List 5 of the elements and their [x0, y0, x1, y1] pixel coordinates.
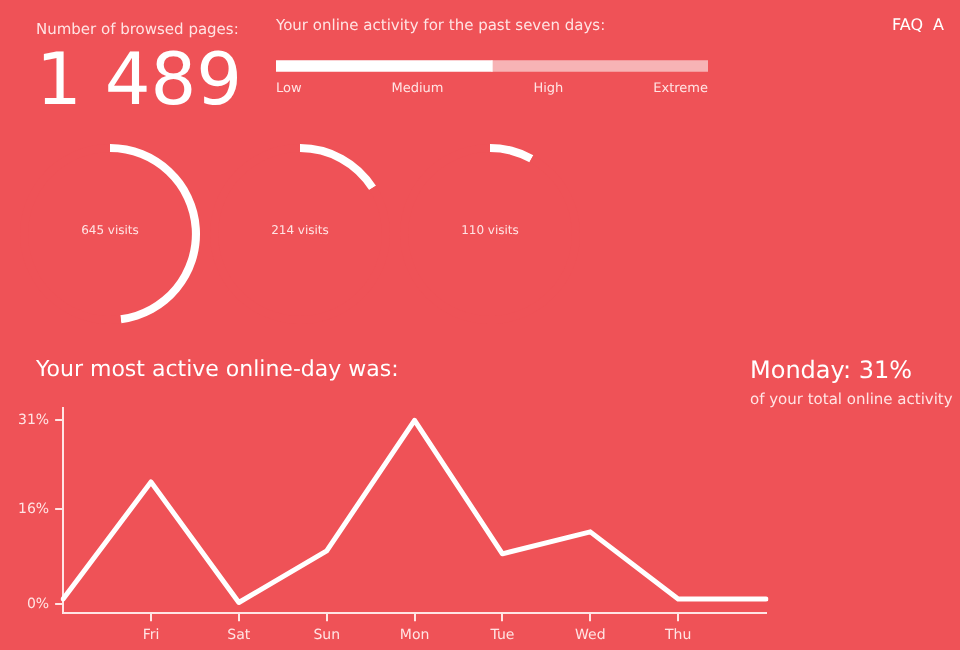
text: FAQ	[892, 16, 923, 34]
text: Monday: 31%	[750, 356, 915, 384]
text: A	[933, 16, 944, 34]
chart-title: Your most active online-day was:	[36, 356, 399, 382]
text: 1 489	[36, 38, 245, 126]
